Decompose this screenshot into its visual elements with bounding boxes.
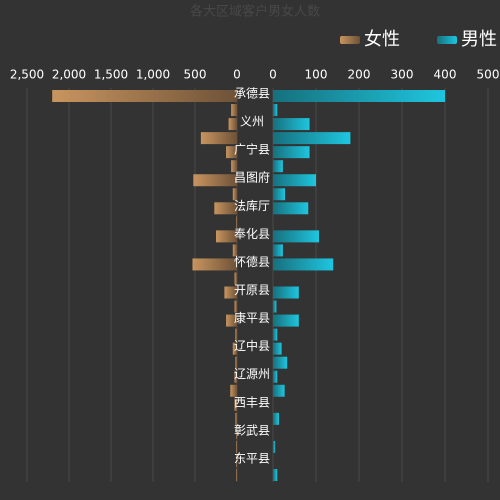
- bar: [224, 286, 237, 299]
- bar: [273, 132, 351, 145]
- chart-title: 各大区域客户男女人数: [190, 4, 320, 20]
- bar: [273, 440, 276, 453]
- x-tick-label: 2,000: [52, 68, 86, 82]
- bar: [234, 370, 237, 383]
- legend-label: 男性: [461, 29, 497, 50]
- bar: [228, 118, 237, 131]
- bar: [273, 202, 309, 215]
- category-label: 东平县: [234, 451, 270, 465]
- category-label: 怀德县: [234, 254, 270, 269]
- bar: [200, 132, 237, 145]
- bar: [273, 188, 286, 201]
- bar: [273, 384, 285, 397]
- legend-swatch: [437, 36, 457, 44]
- x-tick-label: 300: [391, 68, 414, 82]
- bar: [214, 202, 237, 215]
- bar: [273, 146, 310, 159]
- bar: [236, 440, 237, 453]
- category-label: 彰武县: [234, 422, 270, 437]
- legend-swatch: [340, 36, 360, 44]
- category-label: 开原县: [234, 283, 270, 297]
- bar: [232, 188, 237, 201]
- bar: [273, 412, 280, 425]
- category-label: 广宁县: [234, 142, 270, 157]
- category-label: 昌图府: [234, 170, 270, 185]
- bar: [273, 328, 278, 341]
- bar: [231, 160, 237, 173]
- bar: [235, 356, 237, 369]
- bar: [273, 90, 445, 102]
- x-tick-label: 400: [434, 68, 457, 82]
- bar: [226, 314, 237, 327]
- x-tick-label: 500: [184, 68, 207, 82]
- bar: [273, 160, 283, 173]
- bar: [232, 244, 237, 257]
- bar: [193, 174, 237, 187]
- bar: [235, 412, 237, 425]
- bar: [273, 342, 282, 355]
- bar: [234, 300, 237, 313]
- category-label: 辽源州: [234, 367, 270, 381]
- bar: [273, 469, 278, 481]
- bar: [230, 384, 237, 397]
- x-tick-label: 0: [269, 68, 277, 82]
- bar: [52, 90, 238, 102]
- bar: [236, 216, 237, 229]
- bar: [236, 469, 237, 481]
- bar: [216, 230, 237, 243]
- bar: [235, 328, 237, 341]
- category-label: 奉化县: [234, 227, 270, 241]
- category-label: 义州: [240, 115, 264, 129]
- bar: [273, 174, 316, 187]
- x-tick-label: 1,500: [94, 68, 128, 82]
- bar: [273, 300, 277, 313]
- bar: [273, 370, 278, 383]
- bar: [192, 258, 237, 271]
- bar: [234, 398, 237, 411]
- category-label: 康平县: [234, 310, 270, 325]
- bar: [273, 104, 278, 117]
- bar: [231, 104, 237, 117]
- category-label: 法库厅: [234, 198, 270, 213]
- bar: [273, 258, 334, 271]
- category-label: 承德县: [234, 86, 270, 101]
- legend-label: 女性: [364, 29, 400, 50]
- bar: [226, 146, 237, 159]
- x-tick-label: 0: [233, 68, 241, 82]
- bar: [236, 426, 237, 439]
- bar: [273, 244, 283, 257]
- bar: [273, 286, 299, 299]
- bar: [234, 272, 237, 285]
- x-tick-label: 2,500: [10, 68, 44, 82]
- bar: [273, 230, 320, 243]
- category-label: 西丰县: [234, 395, 270, 409]
- x-tick-label: 1,000: [136, 68, 170, 82]
- bar: [236, 454, 237, 467]
- x-tick-label: 500: [477, 68, 500, 82]
- bar: [273, 118, 310, 131]
- x-tick-label: 200: [348, 68, 371, 82]
- bar: [273, 356, 288, 369]
- category-label: 辽中县: [234, 338, 270, 353]
- x-tick-label: 100: [305, 68, 328, 82]
- bar: [232, 342, 237, 355]
- bar: [273, 314, 299, 327]
